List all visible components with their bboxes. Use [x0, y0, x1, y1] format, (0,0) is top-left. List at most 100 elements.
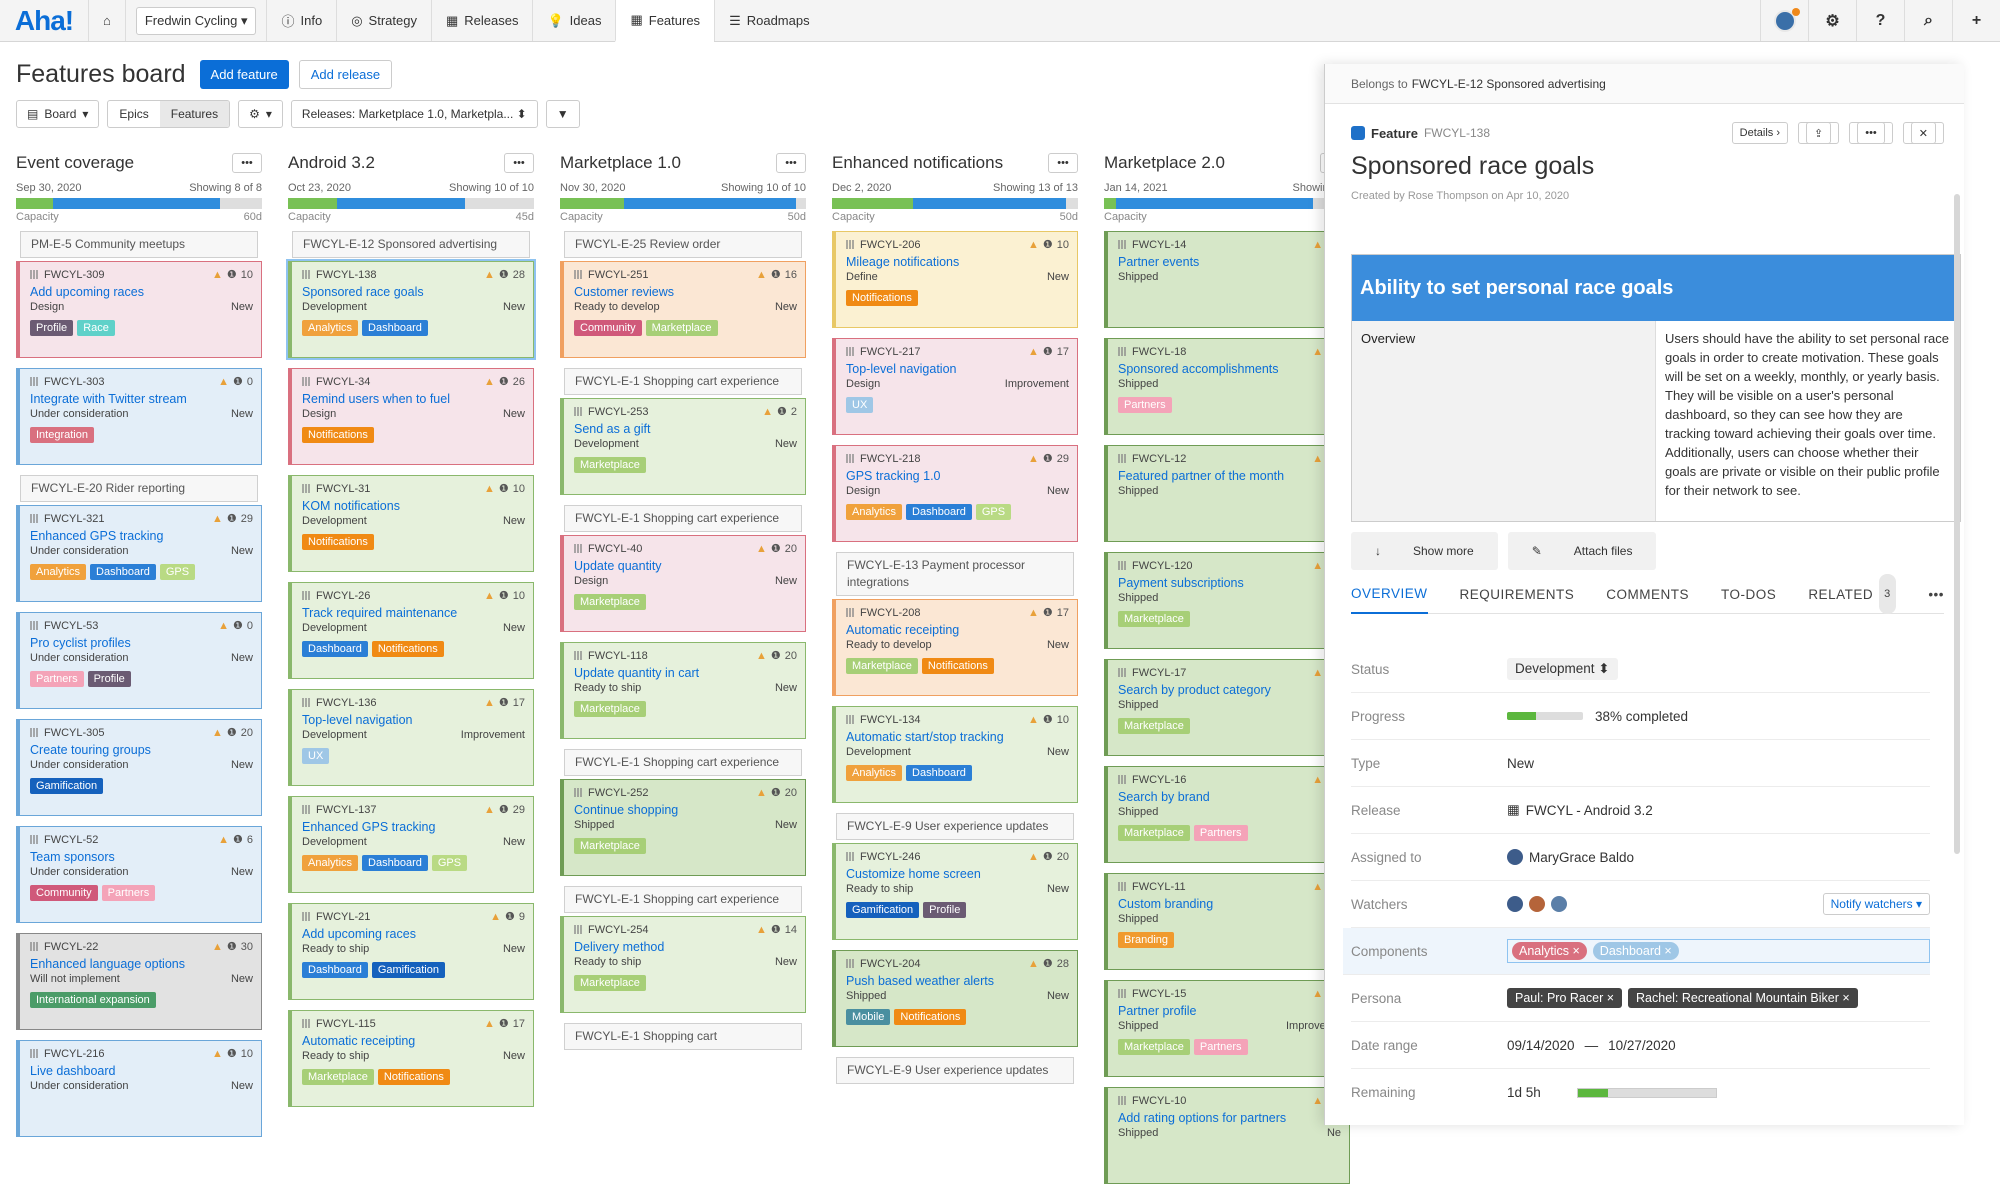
details-button[interactable]: Details › — [1731, 122, 1788, 144]
tag[interactable]: Branding — [1118, 932, 1175, 948]
epic-group-header[interactable]: FWCYL-E-1 Shopping cart experience — [564, 368, 802, 395]
status-dropdown[interactable]: Development ⬍ — [1507, 658, 1618, 680]
card-name[interactable]: Automatic receipting — [302, 1034, 416, 1048]
drag-handle-icon[interactable] — [574, 651, 583, 660]
feature-card[interactable]: FWCYL-218 ▲ ❶ 29 GPS tracking 1.0 Design Ne… — [832, 445, 1078, 542]
column-menu-button[interactable]: ••• — [232, 153, 262, 173]
feature-card[interactable]: FWCYL-12 ▲❶ Featured partner of the mont… — [1104, 445, 1350, 542]
tag[interactable]: Partners — [1193, 825, 1248, 841]
feature-card[interactable]: FWCYL-22 ▲ ❶ 30 Enhanced language options … — [16, 933, 262, 1030]
show-more-button[interactable]: ↓ Show more — [1351, 532, 1498, 570]
feature-card[interactable]: FWCYL-305 ▲ ❶ 20 Create touring groups Und… — [16, 719, 262, 816]
drag-handle-icon[interactable] — [30, 270, 39, 279]
column-title[interactable]: Marketplace 1.0 — [560, 153, 681, 172]
tag[interactable]: Dashboard — [362, 855, 428, 871]
tag[interactable]: Notifications — [377, 1069, 450, 1085]
progress-bar[interactable] — [1507, 712, 1583, 720]
card-name[interactable]: Update quantity — [574, 559, 662, 573]
tag[interactable]: Analytics — [302, 320, 359, 336]
feature-card[interactable]: FWCYL-246 ▲ ❶ 20 Customize home screen Rea… — [832, 843, 1078, 940]
tag[interactable]: Dashboard — [302, 641, 368, 657]
feature-card[interactable]: FWCYL-309 ▲ ❶ 10 Add upcoming races Design… — [16, 261, 262, 358]
drag-handle-icon[interactable] — [302, 377, 311, 386]
feature-card[interactable]: FWCYL-204 ▲ ❶ 28 Push based weather alerts… — [832, 950, 1078, 1047]
persona-chip[interactable]: Paul: Pro Racer × — [1507, 988, 1623, 1008]
feature-card[interactable]: FWCYL-34 ▲ ❶ 26 Remind users when to fuel … — [288, 368, 534, 465]
epic-group-header[interactable]: FWCYL-E-1 Shopping cart experience — [564, 886, 802, 913]
tag[interactable]: Notifications — [371, 641, 444, 657]
feature-card[interactable]: FWCYL-137 ▲ ❶ 29 Enhanced GPS tracking Dev… — [288, 796, 534, 893]
watcher-avatar[interactable] — [1507, 896, 1523, 912]
epic-group-header[interactable]: FWCYL-E-1 Shopping cart experience — [564, 505, 802, 532]
column-menu-button[interactable]: ••• — [504, 153, 534, 173]
drag-handle-icon[interactable] — [30, 377, 39, 386]
tag[interactable]: Partners — [101, 885, 156, 901]
drag-handle-icon[interactable] — [302, 805, 311, 814]
workspace-selector[interactable]: Fredwin Cycling ▾ — [124, 0, 267, 41]
drag-handle-icon[interactable] — [846, 347, 855, 356]
tag[interactable]: Notifications — [302, 427, 374, 443]
feature-card[interactable]: FWCYL-31 ▲ ❶ 10 KOM notifications Developm… — [288, 475, 534, 572]
feature-card[interactable]: FWCYL-138 ▲ ❶ 28 Sponsored race goals Deve… — [288, 261, 534, 358]
attach-files-button[interactable]: ✎ Attach files — [1507, 532, 1657, 570]
tag[interactable]: UX — [302, 748, 330, 764]
card-name[interactable]: Featured partner of the month — [1118, 469, 1285, 483]
tag[interactable]: Marketplace — [1118, 1039, 1190, 1055]
drag-handle-icon[interactable] — [1118, 347, 1127, 356]
feature-card[interactable]: FWCYL-10 ▲❶ Add rating options for partn… — [1104, 1087, 1350, 1184]
drag-handle-icon[interactable] — [1118, 454, 1127, 463]
watcher-avatar[interactable] — [1551, 896, 1567, 912]
card-name[interactable]: Add upcoming races — [30, 285, 144, 299]
tag[interactable]: Dashboard — [90, 564, 156, 580]
tag[interactable]: Marketplace — [574, 838, 646, 854]
tag[interactable]: Analytics — [846, 765, 903, 781]
drawer-scrollbar[interactable] — [1954, 194, 1960, 854]
drag-handle-icon[interactable] — [30, 1049, 39, 1058]
feature-card[interactable]: FWCYL-18 ▲❶ Sponsored accomplishments Sh… — [1104, 338, 1350, 435]
drag-handle-icon[interactable] — [1118, 882, 1127, 891]
column-menu-button[interactable]: ••• — [1048, 153, 1078, 173]
tab-requirements[interactable]: REQUIREMENTS — [1460, 574, 1575, 614]
drag-handle-icon[interactable] — [1118, 989, 1127, 998]
drag-handle-icon[interactable] — [574, 270, 583, 279]
component-chip[interactable]: Dashboard × — [1592, 942, 1679, 960]
tag[interactable]: Marketplace — [1118, 718, 1190, 734]
release-value[interactable]: FWCYL - Android 3.2 — [1525, 802, 1653, 818]
epic-group-header[interactable]: FWCYL-E-1 Shopping cart experience — [564, 749, 802, 776]
tag[interactable]: Analytics — [30, 564, 87, 580]
card-name[interactable]: Integrate with Twitter stream — [30, 392, 187, 406]
tag[interactable]: Marketplace — [574, 701, 646, 717]
tag[interactable]: Marketplace — [574, 975, 646, 991]
drag-handle-icon[interactable] — [302, 912, 311, 921]
card-name[interactable]: Partner profile — [1118, 1004, 1197, 1018]
card-name[interactable]: Enhanced GPS tracking — [30, 529, 164, 543]
card-name[interactable]: Sponsored race goals — [302, 285, 424, 299]
card-name[interactable]: Send as a gift — [574, 422, 651, 436]
epics-toggle[interactable]: Epics — [119, 107, 149, 121]
feature-card[interactable]: FWCYL-208 ▲ ❶ 17 Automatic receipting Read… — [832, 599, 1078, 696]
tag[interactable]: Gamification — [30, 778, 104, 794]
card-name[interactable]: Track required maintenance — [302, 606, 458, 620]
card-name[interactable]: Push based weather alerts — [846, 974, 995, 988]
tag[interactable]: Race — [77, 320, 115, 336]
feature-card[interactable]: FWCYL-251 ▲ ❶ 16 Customer reviews Ready to… — [560, 261, 806, 358]
card-name[interactable]: Delivery method — [574, 940, 665, 954]
tag[interactable]: Partners — [1118, 397, 1172, 413]
feature-card[interactable]: FWCYL-321 ▲ ❶ 29 Enhanced GPS tracking Und… — [16, 505, 262, 602]
filter-button[interactable]: ▼ — [545, 100, 580, 128]
tag[interactable]: Analytics — [302, 855, 359, 871]
tag[interactable]: Marketplace — [645, 320, 718, 336]
card-name[interactable]: Remind users when to fuel — [302, 392, 450, 406]
card-name[interactable]: Automatic start/stop tracking — [846, 730, 1004, 744]
notify-watchers-button[interactable]: Notify watchers ▾ — [1822, 893, 1930, 915]
drag-handle-icon[interactable] — [302, 484, 311, 493]
tab-overview[interactable]: OVERVIEW — [1351, 574, 1428, 614]
drag-handle-icon[interactable] — [846, 240, 855, 249]
column-title[interactable]: Android 3.2 — [288, 153, 375, 172]
feature-card[interactable]: FWCYL-17 ▲❶ Search by product category S… — [1104, 659, 1350, 756]
tag[interactable]: Notifications — [894, 1009, 967, 1025]
drag-handle-icon[interactable] — [30, 835, 39, 844]
tab-related[interactable]: RELATED 3 — [1808, 574, 1896, 614]
add-release-button[interactable]: Add release — [298, 59, 393, 89]
